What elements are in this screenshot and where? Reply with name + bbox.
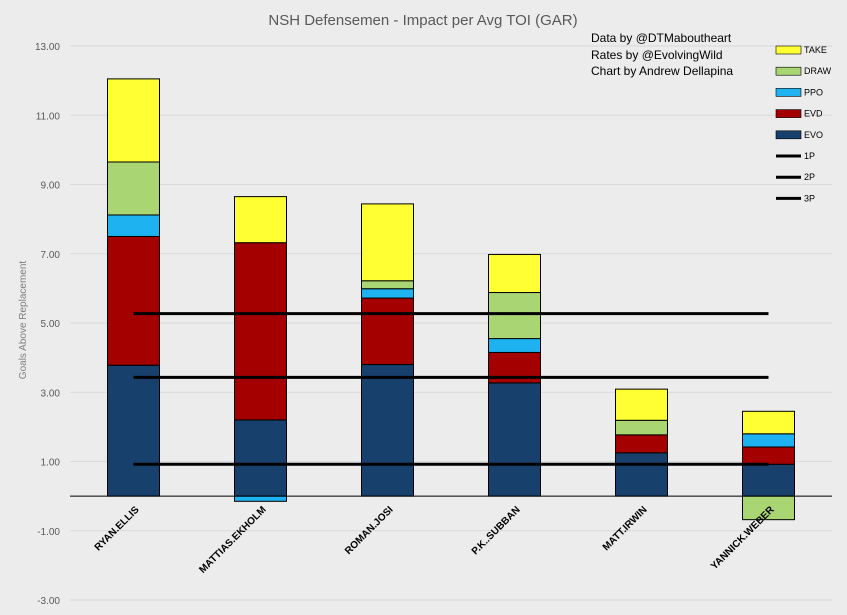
legend-label: EVO	[804, 130, 823, 140]
reference-lines	[133, 312, 769, 466]
bar-segment-take	[615, 388, 668, 421]
legend-label: 2P	[804, 172, 815, 182]
legend-item-1p: 1P	[776, 151, 815, 161]
legend-label: PPO	[804, 87, 823, 97]
x-tick-label: RYAN.ELLIS	[93, 504, 142, 553]
bar-segment-evd	[107, 235, 160, 366]
credit-rates: Rates by @EvolvingWild	[591, 48, 723, 62]
bar-segment-ppo	[742, 433, 795, 448]
y-tick-label: 9.00	[41, 181, 61, 192]
bar-segment-evd	[361, 297, 414, 366]
bar-segment-evo	[742, 463, 795, 497]
bar-segment-evo	[488, 382, 541, 497]
bar-segment-evo	[107, 364, 160, 497]
y-tick-label: -1.00	[37, 527, 60, 538]
bar-segment-draw	[615, 419, 668, 436]
bar-segment-ppo	[234, 495, 287, 502]
legend-item-evd: EVD	[775, 109, 823, 119]
x-tick-label: MATTIAS.EKHOLM	[197, 504, 268, 575]
annotations: Data by @DTMaboutheart Rates by @Evolvin…	[591, 31, 733, 78]
legend-item-take: TAKE	[775, 45, 827, 55]
chart-title: NSH Defensemen - Impact per Avg TOI (GAR…	[268, 12, 577, 29]
y-axis-label: Goals Above Replacement	[18, 261, 29, 380]
y-tick-label: 11.00	[36, 111, 61, 122]
bar-segment-draw	[107, 161, 160, 216]
legend-swatch	[775, 88, 802, 97]
bar-segment-evo	[361, 364, 414, 497]
credit-chart: Chart by Andrew Dellapina	[591, 64, 733, 78]
legend-swatch	[775, 109, 802, 118]
legend-item-3p: 3P	[776, 193, 815, 203]
y-tick-label: 7.00	[41, 250, 61, 261]
bar-segment-evd	[742, 446, 795, 465]
credit-data: Data by @DTMaboutheart	[591, 31, 732, 45]
bar-segment-ppo	[107, 214, 160, 237]
bars	[107, 78, 795, 521]
legend-item-draw: DRAW	[775, 66, 832, 76]
legend-swatch	[775, 66, 802, 76]
bar-segment-evd	[615, 434, 668, 454]
y-tick-label: 5.00	[41, 319, 61, 330]
gridlines	[70, 45, 832, 601]
legend-item-ppo: PPO	[775, 87, 823, 97]
bar-segment-take	[488, 253, 541, 294]
bar-segment-take	[361, 203, 414, 282]
legend: TAKE DRAW PPO EVD EVO 1P 2P 3P	[775, 45, 832, 203]
bar-segment-draw	[361, 280, 414, 290]
y-tick-label: 1.00	[41, 458, 61, 469]
x-tick-label: MATT.IRWIN	[601, 504, 650, 553]
legend-label: 3P	[804, 193, 815, 203]
legend-swatch	[775, 45, 802, 55]
bar-segment-evd	[234, 242, 287, 421]
y-tick-label: -3.00	[37, 596, 60, 607]
legend-label: DRAW	[804, 66, 832, 76]
bar-segment-draw	[488, 292, 541, 340]
legend-label: 1P	[804, 151, 815, 161]
legend-item-2p: 2P	[776, 172, 815, 182]
y-tick-label: 13.00	[35, 42, 60, 53]
bar-segment-take	[234, 196, 287, 244]
bar-segment-ppo	[488, 338, 541, 353]
bar-segment-evo	[615, 452, 668, 497]
bar-segment-take	[107, 78, 160, 163]
bar-segment-ppo	[361, 288, 414, 299]
y-tick-label: 3.00	[41, 388, 61, 399]
bar-segment-take	[742, 410, 795, 435]
legend-swatch	[775, 130, 802, 140]
legend-label: TAKE	[804, 45, 827, 55]
bar-segment-evo	[234, 419, 287, 497]
legend-label: EVD	[804, 109, 823, 119]
legend-item-evo: EVO	[775, 130, 823, 140]
